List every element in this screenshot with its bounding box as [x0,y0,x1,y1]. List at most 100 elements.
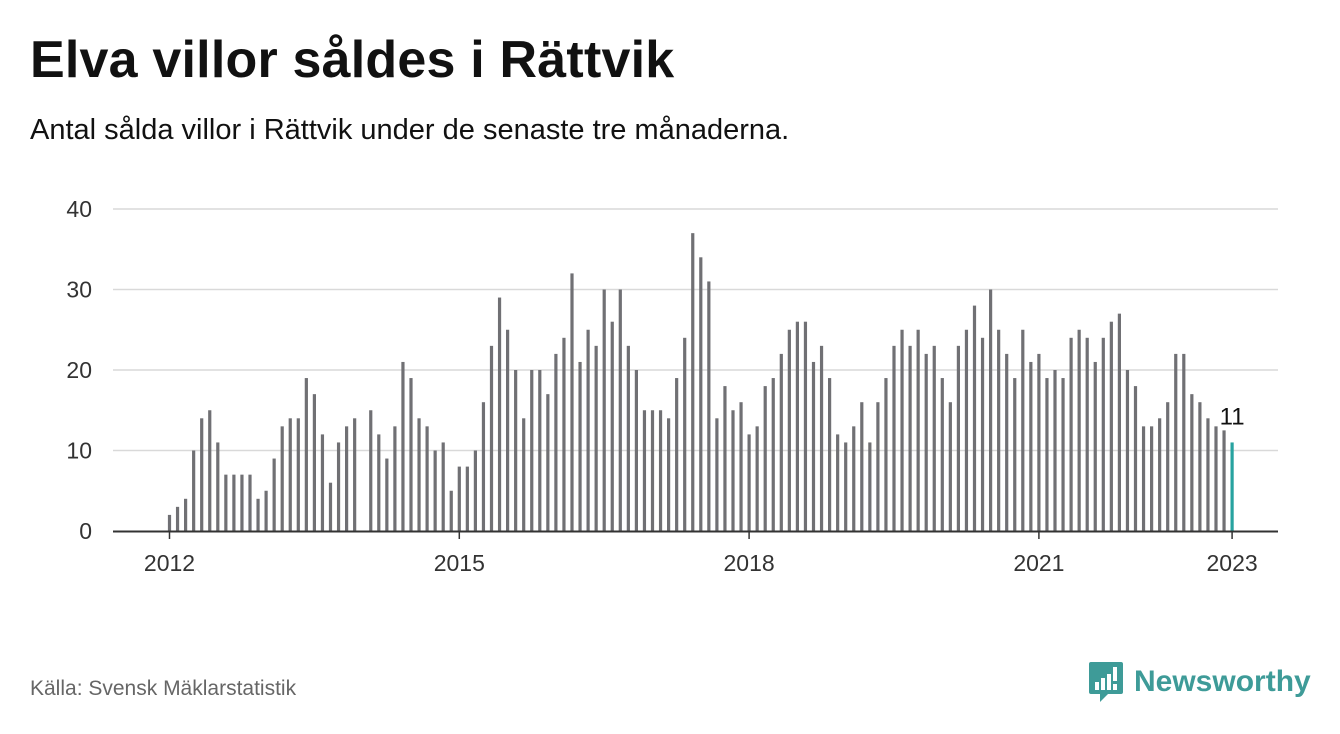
bar [755,426,759,531]
chart-title: Elva villor såldes i Rättvik [30,31,675,89]
x-tick-label: 2015 [434,550,485,576]
bar [1037,353,1041,531]
bar [417,418,421,531]
bar [578,361,582,531]
bar [771,378,775,531]
bar [554,353,558,531]
bar [836,434,840,531]
bar [1109,321,1113,531]
bar [514,370,518,531]
bar [699,257,703,531]
bar [1117,313,1121,531]
y-tick-label: 30 [66,277,92,303]
bar [626,345,630,531]
bar [707,281,711,531]
bar [184,498,188,531]
bar [1174,353,1178,531]
bar-chart-icon [1089,662,1123,702]
bar [795,321,799,531]
bar [1141,426,1146,531]
bar [900,329,904,531]
y-axis-labels: 0 10 20 30 40 [66,196,92,544]
bar [602,289,606,531]
y-tick-label: 20 [66,357,92,383]
bar [1061,378,1065,531]
bar [409,378,413,531]
bar [642,410,647,531]
bar [908,345,912,531]
bar [328,482,333,531]
bar [296,418,300,531]
bar [731,410,735,531]
bar [618,289,622,531]
bar [200,418,204,531]
bar [1077,329,1081,531]
bar [538,370,542,531]
bar [1182,353,1186,531]
bar [916,329,920,531]
bar [956,345,960,531]
bar [828,378,832,531]
bar [852,426,856,531]
bar [489,345,494,531]
bar [473,450,477,531]
bar [522,418,526,531]
bar [1053,370,1057,531]
bar [497,297,502,531]
bar [1166,402,1170,531]
bar [1150,426,1154,531]
bar [393,426,397,531]
bar [256,498,260,531]
x-tick-label: 2012 [144,550,195,576]
data-label-latest: 11 [1220,403,1245,430]
bar [723,386,727,531]
bar [433,450,437,531]
bar [779,353,783,531]
y-tick-label: 0 [79,518,92,544]
bar [739,402,743,531]
bar [208,410,212,531]
bar [747,434,751,531]
bar [1005,353,1009,531]
bar [980,337,985,531]
bar [1133,386,1138,531]
bar [658,410,663,531]
bar [1190,394,1194,531]
bar [683,337,687,531]
bar [1013,378,1017,531]
bar [457,466,461,531]
bar [989,289,993,531]
bar [932,345,936,531]
bar [1085,337,1089,531]
bar [860,402,864,531]
bar [940,378,944,531]
bar [650,410,655,531]
bar [377,434,381,531]
bar [803,321,808,531]
bar [401,361,405,531]
y-tick-label: 10 [66,438,92,464]
bar [1214,426,1218,531]
bar [425,426,429,531]
bar-chart: 0 10 20 30 40 2012 2015 2018 2021 2023 11 [66,196,1278,576]
bar [167,514,172,531]
x-tick-label: 2023 [1207,550,1258,576]
bar [506,329,510,531]
bar [336,442,341,531]
bar-highlight [1230,442,1234,531]
bar [811,361,816,531]
bar [280,426,284,531]
brand-name: Newsworthy [1134,665,1311,698]
brand-logo[interactable]: Newsworthy [1088,660,1311,704]
bar [175,506,180,531]
bar [1222,430,1226,531]
bar [562,337,566,531]
bar [385,458,389,531]
y-tick-label: 40 [66,196,92,222]
bar [312,394,316,531]
bar [288,418,292,531]
x-axis-ticks: 2012 2015 2018 2021 2023 [144,531,1258,576]
bar [441,442,445,531]
bar [1093,361,1097,531]
bar [1069,337,1073,531]
